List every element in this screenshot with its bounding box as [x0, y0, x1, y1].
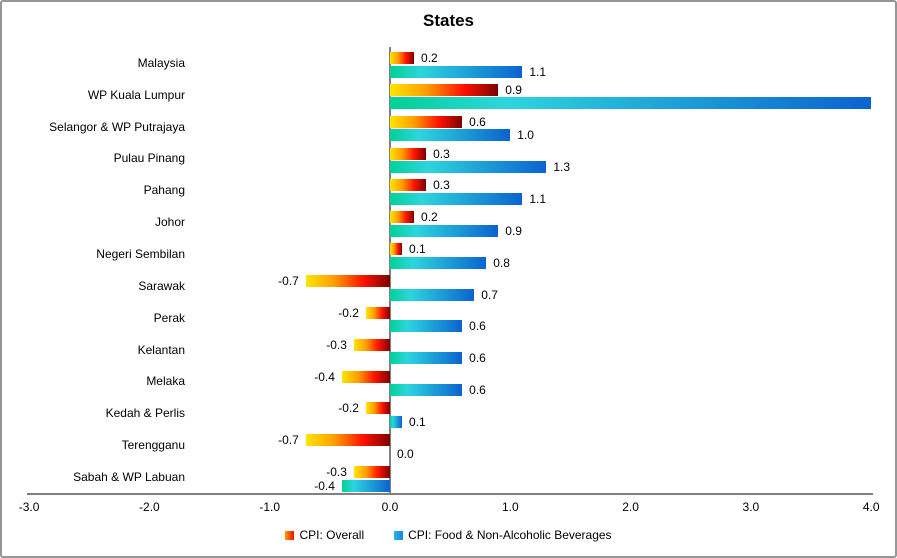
bar-cpi-food — [390, 129, 511, 142]
legend: CPI: Overall CPI: Food & Non-Alcoholic B… — [2, 528, 895, 542]
bar-cpi-food — [390, 224, 499, 237]
legend-label-overall: CPI: Overall — [299, 528, 365, 542]
bar-cpi-food — [390, 97, 872, 110]
x-axis-tick-label: -3.0 — [18, 500, 40, 514]
data-label: 0.6 — [469, 319, 486, 334]
bar-cpi-overall — [390, 179, 427, 192]
bar-cpi-overall — [390, 211, 415, 224]
value-axis-zero-line — [389, 47, 391, 493]
category-label: Terengganu — [121, 438, 185, 453]
x-axis-tick-label: -2.0 — [139, 500, 160, 514]
legend-item-cpi-overall: CPI: Overall — [285, 528, 364, 542]
data-label: 0.6 — [469, 114, 486, 129]
category-label: Perak — [153, 310, 185, 325]
data-label: -0.3 — [326, 337, 347, 352]
bar-cpi-overall — [353, 466, 390, 479]
bar-cpi-overall — [305, 275, 390, 287]
legend-swatch-food-icon — [394, 530, 404, 540]
bar-cpi-food — [390, 352, 463, 365]
category-label: Pulau Pinang — [113, 151, 185, 166]
bar-cpi-overall — [390, 243, 403, 256]
data-label: -0.3 — [326, 465, 347, 480]
category-label: Pahang — [143, 183, 185, 198]
data-label: 1.0 — [517, 128, 534, 143]
bar-cpi-food — [390, 256, 487, 269]
category-label: Melaka — [146, 374, 185, 389]
x-axis-line — [27, 493, 873, 495]
bar-cpi-overall — [353, 338, 390, 351]
category-label: Negeri Sembilan — [96, 247, 185, 262]
x-axis-tick-label: 0.0 — [381, 500, 399, 514]
bar-cpi-food — [390, 415, 403, 428]
data-label: 0.2 — [421, 51, 438, 65]
bar-cpi-overall — [365, 306, 390, 319]
bar-cpi-overall — [305, 434, 390, 447]
data-label: 0.6 — [469, 351, 486, 366]
data-label: 0.1 — [409, 242, 426, 257]
data-label: -0.7 — [278, 433, 299, 448]
bar-cpi-overall — [390, 52, 415, 64]
x-axis-tick-label: 2.0 — [622, 500, 639, 514]
bar-cpi-overall — [390, 83, 499, 96]
legend-swatch-overall-icon — [285, 530, 295, 540]
data-label: 0.3 — [433, 178, 450, 193]
x-axis-tick-label: 1.0 — [501, 500, 519, 514]
data-label: -0.2 — [338, 305, 359, 320]
category-label: Kelantan — [137, 342, 185, 357]
x-axis-tick-label: -1.0 — [259, 500, 281, 514]
bar-cpi-food — [390, 161, 547, 174]
bar-cpi-overall — [390, 147, 427, 160]
category-label: Malaysia — [137, 55, 185, 70]
bar-cpi-overall — [341, 370, 390, 383]
category-label: Johor — [154, 215, 185, 230]
data-label: 1.1 — [529, 191, 547, 206]
category-label: Sarawak — [138, 278, 185, 293]
chart-title: States — [422, 11, 475, 30]
data-label: -0.4 — [314, 369, 335, 384]
data-label: 0.3 — [433, 146, 450, 161]
bar-cpi-food — [390, 320, 463, 333]
category-label: WP Kuala Lumpur — [87, 87, 185, 102]
legend-label-food: CPI: Food & Non-Alcoholic Beverages — [408, 528, 612, 542]
x-axis-tick-label: 3.0 — [742, 500, 760, 514]
data-label: 0.2 — [421, 210, 438, 225]
data-label: 1.1 — [529, 64, 547, 79]
category-label: Kedah & Perlis — [105, 406, 185, 421]
data-label: -0.7 — [278, 274, 299, 288]
bar-cpi-food — [341, 479, 390, 492]
data-label: 0.1 — [409, 414, 426, 429]
data-label: 0.7 — [481, 287, 498, 302]
bar-cpi-overall — [365, 402, 390, 415]
bar-cpi-food — [390, 192, 523, 205]
category-label: Sabah & WP Labuan — [73, 470, 185, 485]
category-label: Selangor & WP Putrajaya — [49, 119, 185, 134]
legend-item-cpi-food: CPI: Food & Non-Alcoholic Beverages — [394, 528, 612, 542]
data-label: -0.4 — [314, 478, 335, 493]
data-label: 0.8 — [493, 255, 510, 270]
data-label: 0.6 — [469, 383, 486, 398]
bar-cpi-food — [390, 384, 463, 397]
bar-cpi-food — [390, 288, 475, 301]
bar-cpi-food — [390, 65, 523, 78]
data-label: 0.0 — [397, 446, 414, 461]
data-label: -0.2 — [338, 401, 359, 416]
bar-cpi-overall — [390, 115, 463, 128]
x-axis-tick-label: 4.0 — [862, 500, 880, 514]
data-label: 0.9 — [505, 223, 522, 238]
data-label: 1.3 — [553, 160, 571, 175]
data-label: 0.9 — [505, 82, 522, 97]
